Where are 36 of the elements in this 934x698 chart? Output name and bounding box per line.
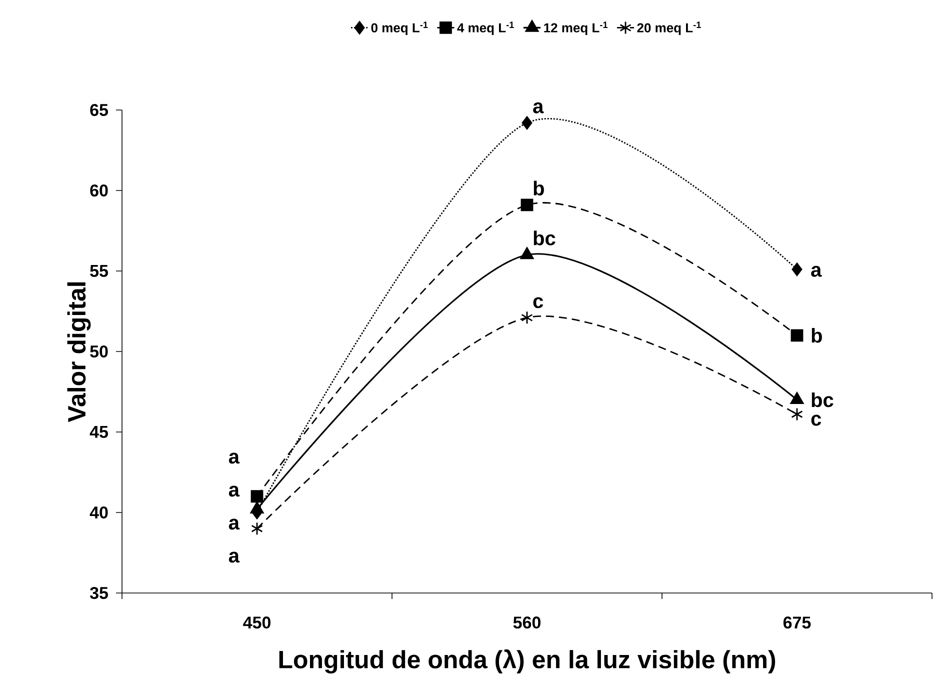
y-axis-title: Valor digital	[67, 282, 91, 422]
point	[790, 329, 804, 342]
annotation: bc	[534, 230, 556, 246]
point	[522, 116, 532, 130]
y-tick-label: 40	[90, 506, 108, 519]
point	[251, 522, 263, 536]
y-tick-label: 55	[90, 265, 108, 277]
annotation: a	[228, 552, 240, 563]
annotation: a	[228, 518, 240, 530]
annotation: a	[533, 102, 544, 114]
y-tick-label: 60	[90, 184, 108, 197]
point	[792, 262, 802, 276]
point	[520, 198, 534, 212]
point	[521, 310, 533, 324]
annotation: bc	[812, 392, 834, 408]
x-tick-label: 560	[513, 616, 540, 629]
y-tick-label: 65	[90, 104, 108, 116]
legend-label: 20 meq L$^{-1}$	[637, 22, 701, 35]
x-axis-title: Longitud de onda (λ) en la luz visible (nm)	[279, 649, 776, 674]
x-tick-label: 450	[243, 616, 270, 629]
point	[791, 408, 803, 421]
legend-label: 4 meq L$^{-1}$	[457, 22, 514, 35]
annotation: c	[811, 414, 822, 426]
annotation: a	[228, 452, 240, 464]
point	[250, 490, 264, 503]
y-tick-label: 35	[90, 586, 108, 600]
y-tick-label: 50	[90, 345, 108, 358]
annotation: c	[533, 297, 544, 308]
annotation: b	[812, 328, 822, 343]
legend-label: 12 meq L$^{-1}$	[544, 22, 608, 35]
y-tick-label: 45	[90, 426, 108, 438]
legend-label: 0 meq L$^{-1}$	[371, 22, 428, 35]
annotation: a	[811, 266, 822, 277]
x-tick-label: 675	[783, 616, 811, 629]
annotation: b	[534, 180, 544, 196]
annotation: a	[228, 486, 240, 497]
